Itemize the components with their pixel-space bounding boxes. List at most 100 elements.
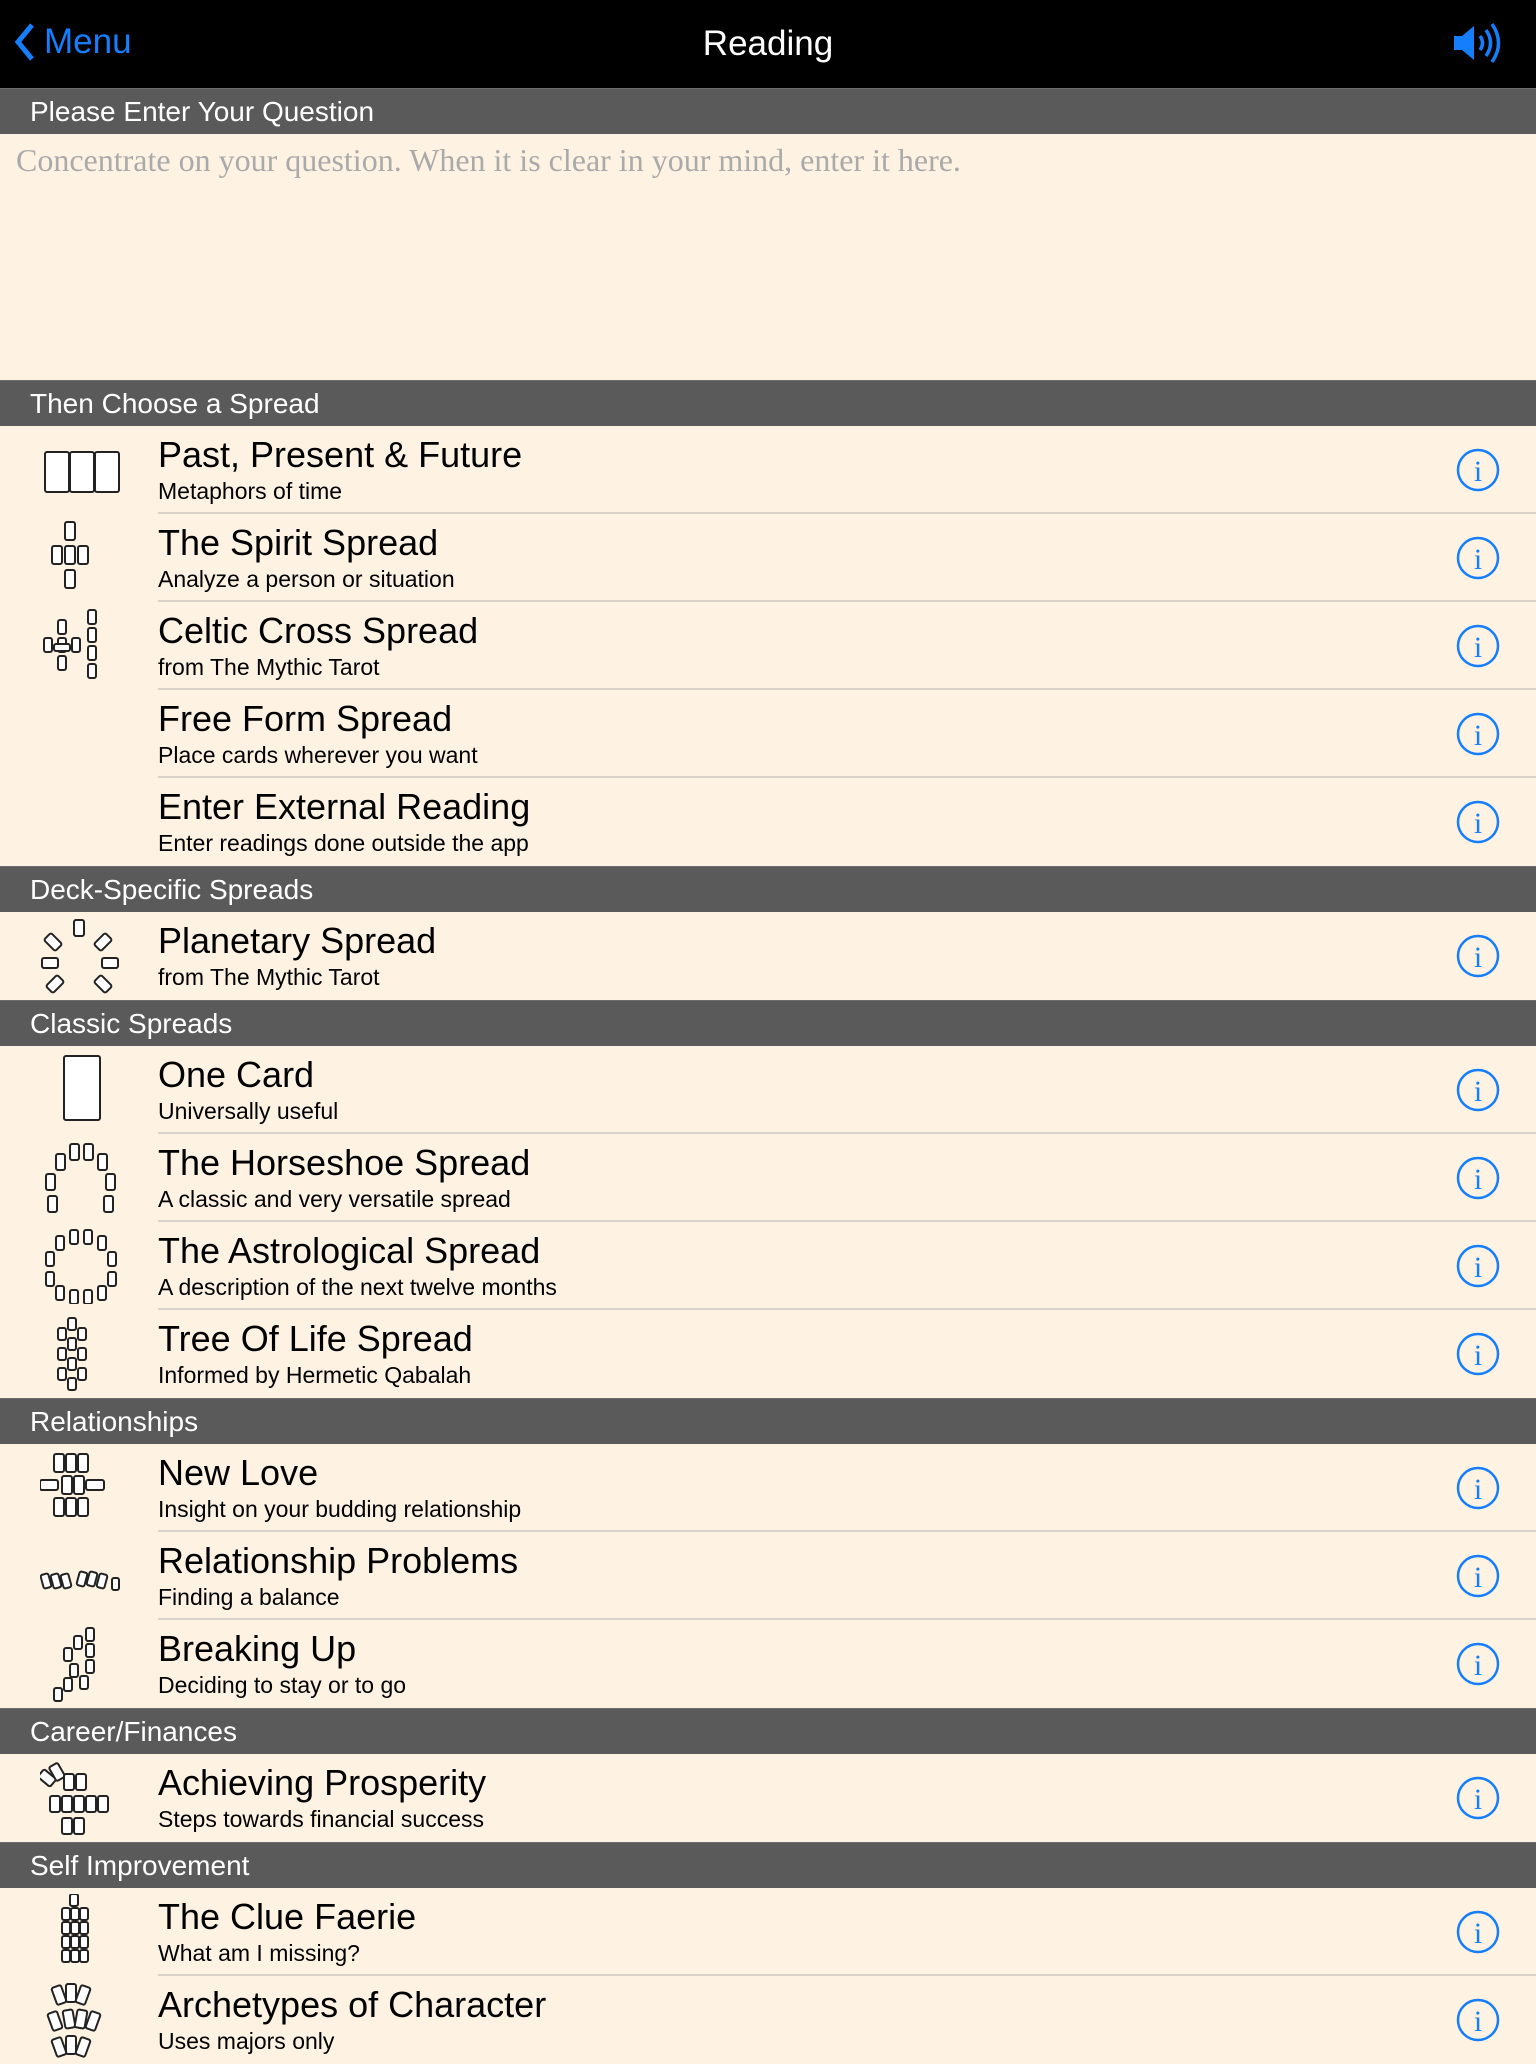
- info-icon[interactable]: i: [1456, 1466, 1500, 1510]
- card-slot: [61, 1949, 71, 1963]
- card-slot: [61, 1907, 71, 1921]
- spread-subtitle: Deciding to stay or to go: [158, 1672, 407, 1698]
- card-slot: [61, 1475, 73, 1495]
- spread-row[interactable]: Tree Of Life Spread Informed by Hermetic …: [0, 1310, 1536, 1398]
- card-slot: [59, 1572, 73, 1590]
- spread-row[interactable]: The Clue Faerie What am I missing? i: [0, 1888, 1536, 1976]
- card-slot: [103, 1195, 114, 1213]
- info-icon[interactable]: i: [1456, 448, 1500, 492]
- card-slot: [85, 1627, 95, 1642]
- spread-row[interactable]: Archetypes of Character Uses majors only …: [0, 1976, 1536, 2064]
- spread-row[interactable]: Achieving Prosperity Steps towards financ…: [0, 1754, 1536, 1842]
- info-icon[interactable]: i: [1456, 1244, 1500, 1288]
- spread-row[interactable]: Planetary Spread from The Mythic Tarot i: [0, 912, 1536, 1000]
- card-slot: [79, 1907, 89, 1921]
- card-slot: [70, 1907, 80, 1921]
- spread-row[interactable]: Relationship Problems Finding a balance i: [0, 1532, 1536, 1620]
- card-slot: [77, 1327, 87, 1341]
- card-slot: [61, 2008, 77, 2030]
- info-icon[interactable]: i: [1456, 800, 1500, 844]
- spread-text: Enter External Reading Enter readings don…: [158, 778, 1536, 866]
- speaker-icon[interactable]: [1452, 20, 1502, 66]
- card-slot: [74, 1984, 92, 2006]
- section-header: Deck-Specific Spreads: [0, 866, 1536, 912]
- info-icon[interactable]: i: [1456, 1332, 1500, 1376]
- card-slot: [65, 1983, 77, 2003]
- info-icon[interactable]: i: [1456, 1910, 1500, 1954]
- card-slot: [73, 1795, 85, 1813]
- card-slot: [70, 1935, 80, 1949]
- question-input[interactable]: [0, 134, 1536, 375]
- spread-row[interactable]: Celtic Cross Spread from The Mythic Tarot…: [0, 602, 1536, 690]
- card-slot: [55, 1285, 65, 1301]
- card-slot: [49, 1795, 61, 1813]
- card-slot: [61, 1795, 73, 1813]
- card-slot: [63, 1055, 101, 1121]
- chevron-left-icon: [14, 23, 34, 61]
- card-slot: [40, 1479, 59, 1491]
- svg-text:i: i: [1474, 1075, 1482, 1108]
- card-slot: [43, 637, 53, 653]
- card-slot: [95, 1572, 109, 1590]
- svg-text:i: i: [1474, 1163, 1482, 1196]
- card-slot: [107, 1271, 117, 1287]
- card-slot: [57, 1367, 67, 1381]
- card-slot: [77, 545, 89, 565]
- spread-title: The Horseshoe Spread: [158, 1142, 531, 1183]
- spread-subtitle: from The Mythic Tarot: [158, 654, 380, 680]
- card-slot: [111, 1577, 120, 1591]
- info-icon[interactable]: i: [1456, 1554, 1500, 1598]
- spread-row[interactable]: New Love Insight on your budding relation…: [0, 1444, 1536, 1532]
- spread-row[interactable]: Breaking Up Deciding to stay or to go i: [0, 1620, 1536, 1708]
- info-icon[interactable]: i: [1456, 1776, 1500, 1820]
- card-slot: [69, 1894, 79, 1907]
- card-slot: [85, 1659, 95, 1674]
- info-icon[interactable]: i: [1456, 624, 1500, 668]
- info-icon[interactable]: i: [1456, 1998, 1500, 2042]
- svg-text:i: i: [1474, 1339, 1482, 1372]
- info-icon[interactable]: i: [1456, 934, 1500, 978]
- card-slot: [40, 1572, 53, 1590]
- three-card-spread-icon: [44, 451, 120, 493]
- info-icon[interactable]: i: [1456, 1068, 1500, 1112]
- card-slot: [67, 1377, 77, 1391]
- card-slot: [93, 932, 113, 952]
- card-slot: [67, 1357, 77, 1371]
- spread-row[interactable]: Past, Present & Future Metaphors of time …: [0, 426, 1536, 514]
- card-slot: [73, 1475, 85, 1495]
- card-slot: [97, 1235, 107, 1251]
- info-icon[interactable]: i: [1456, 712, 1500, 756]
- card-slot: [50, 1984, 68, 2006]
- card-slot: [84, 2010, 102, 2032]
- card-slot: [79, 1921, 89, 1935]
- info-icon[interactable]: i: [1456, 1642, 1500, 1686]
- menu-back-button[interactable]: Menu: [14, 22, 132, 62]
- svg-text:i: i: [1474, 455, 1482, 488]
- new-love-spread-icon: [40, 1453, 105, 1517]
- spread-row[interactable]: The Spirit Spread Analyze a person or sit…: [0, 514, 1536, 602]
- spread-title: Celtic Cross Spread: [158, 610, 479, 651]
- info-icon[interactable]: i: [1456, 1156, 1500, 1200]
- spread-row[interactable]: Enter External Reading Enter readings don…: [0, 778, 1536, 866]
- info-icon[interactable]: i: [1456, 536, 1500, 580]
- spread-row[interactable]: The Horseshoe Spread A classic and very v…: [0, 1134, 1536, 1222]
- card-slot: [70, 1949, 80, 1963]
- card-slot: [64, 545, 76, 565]
- card-slot: [43, 932, 63, 952]
- svg-text:i: i: [1474, 941, 1482, 974]
- card-slot: [65, 1453, 77, 1473]
- spread-subtitle: Informed by Hermetic Qabalah: [158, 1362, 472, 1388]
- spread-row[interactable]: One Card Universally useful i: [0, 1046, 1536, 1134]
- card-slot: [74, 2036, 92, 2058]
- spread-text: Achieving Prosperity Steps towards financ…: [158, 1754, 1536, 1842]
- spread-row[interactable]: Free Form Spread Place cards wherever you…: [0, 690, 1536, 778]
- card-slot: [83, 1143, 94, 1161]
- spread-text: Past, Present & Future Metaphors of time …: [158, 426, 1536, 514]
- card-slot: [107, 1251, 117, 1267]
- card-slot: [70, 1921, 80, 1935]
- spread-title: Enter External Reading: [158, 786, 531, 827]
- spread-row[interactable]: The Astrological Spread A description of …: [0, 1222, 1536, 1310]
- spread-text: One Card Universally useful i: [158, 1046, 1536, 1134]
- spread-subtitle: Finding a balance: [158, 1584, 340, 1610]
- card-slot: [63, 1773, 75, 1791]
